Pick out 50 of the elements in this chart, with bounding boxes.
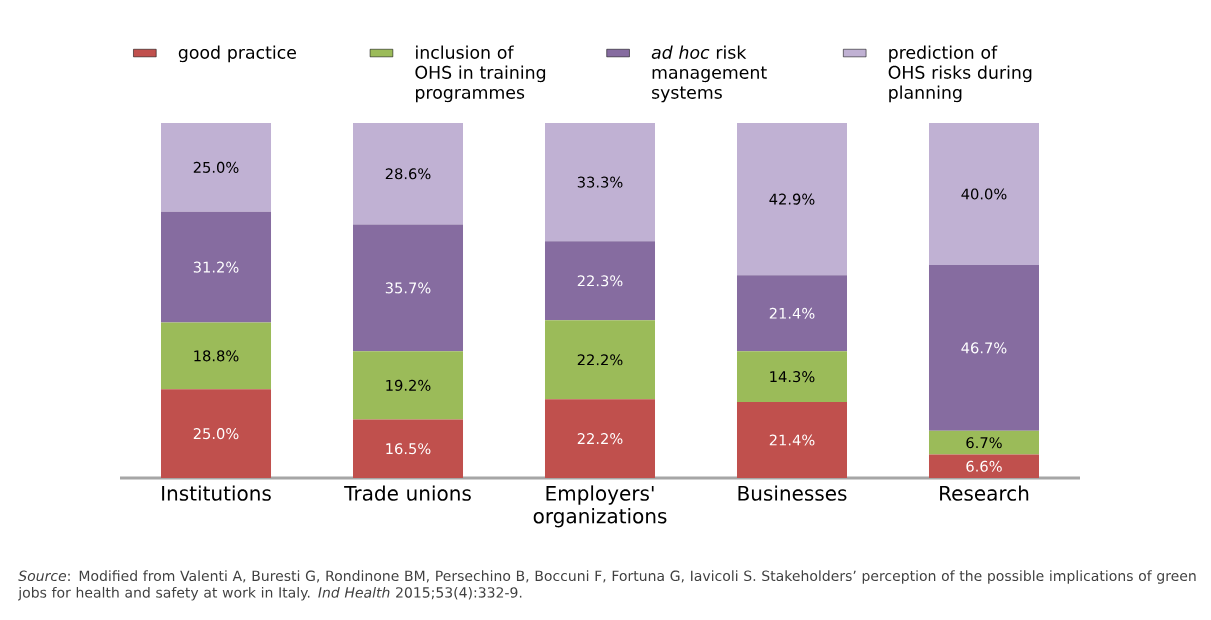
bar <box>353 351 464 420</box>
data-label: 35.7% <box>385 282 431 294</box>
legend-label: good practice <box>178 45 296 63</box>
bar <box>928 264 1039 431</box>
data-label: 6.7% <box>966 437 1002 449</box>
bar <box>544 399 656 478</box>
bar <box>736 402 848 478</box>
data-label: 31.2% <box>193 261 239 273</box>
data-label: 25.0% <box>193 161 239 173</box>
legend-label: inclusion of OHS in training programmes <box>415 45 546 103</box>
data-label: 33.3% <box>577 176 623 188</box>
data-label: 18.8% <box>194 350 239 362</box>
bar <box>353 419 464 478</box>
bar <box>736 275 848 352</box>
data-label: 22.3% <box>577 275 623 287</box>
legend-label: ad hoc risk management systems <box>651 45 767 103</box>
text: Source: Modified from Valenti A, Buresti G, Rondinone BM, Persechino B, Boccuni F, Fortuna G, Iavicoli S. Stakeholders’ perception of the possible implications of green jobs for health and safety at work in Italy. Ind Health 2015;53(4):332-9. <box>18 570 1196 601</box>
bar <box>544 122 656 242</box>
data-label: 42.9% <box>769 193 815 205</box>
bar <box>928 454 1039 478</box>
data-label: 46.7% <box>961 342 1007 354</box>
data-label: 21.4% <box>769 307 815 319</box>
bar <box>353 224 464 352</box>
bar <box>736 351 848 403</box>
legend-label: prediction of OHS risks during planning <box>888 45 1032 103</box>
bar <box>928 430 1039 455</box>
bar <box>161 211 272 323</box>
data-label: 25.0% <box>193 428 239 440</box>
x-tick-label: Employers' organizations <box>533 485 667 528</box>
bar <box>544 241 656 321</box>
x-tick-label: Research <box>940 485 1029 501</box>
bar <box>544 320 656 400</box>
bar <box>161 389 272 478</box>
data-label: 40.0% <box>961 188 1007 200</box>
data-label: 28.6% <box>385 168 431 180</box>
data-label: 22.2% <box>577 433 623 445</box>
bar <box>353 122 464 225</box>
data-label: 16.5% <box>386 443 431 455</box>
bar <box>161 122 272 212</box>
data-label: 21.4% <box>769 434 815 446</box>
x-tick-label: Businesses <box>738 485 847 501</box>
data-label: 6.6% <box>966 460 1002 472</box>
data-label: 14.3% <box>770 371 815 383</box>
x-tick-label: Trade unions <box>344 485 471 501</box>
data-label: 22.2% <box>577 354 623 366</box>
bar <box>161 322 272 390</box>
bar <box>928 122 1039 265</box>
bar <box>736 122 848 276</box>
x-tick-label: Institutions <box>162 485 271 501</box>
data-label: 19.2% <box>386 379 431 391</box>
